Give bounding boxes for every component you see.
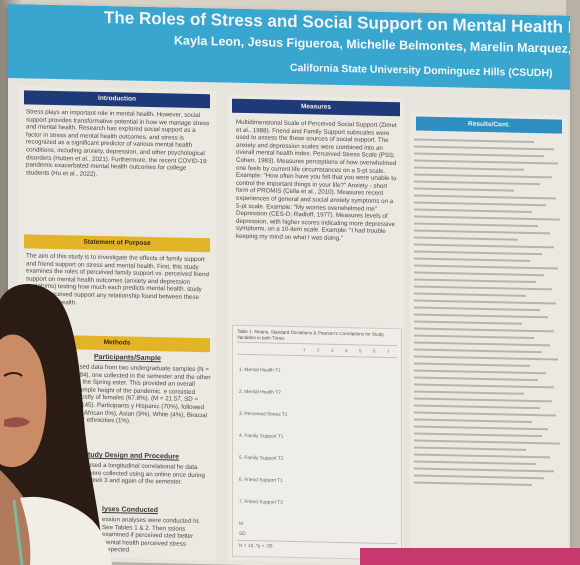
table-row-label: 1. Mental Health T1 xyxy=(239,367,281,374)
table-row-label: M xyxy=(239,521,243,527)
table-row-label: 3. Perceived Stress T1 xyxy=(239,411,288,418)
table-row-label: 2. Mental Health T2 xyxy=(239,389,281,396)
table-col-1: 1 xyxy=(303,347,306,353)
table-rule xyxy=(237,353,397,359)
correlation-table: Table 1. Means, Standard Deviations & Pe… xyxy=(232,324,402,561)
introduction-text: Stress plays an important role in mental… xyxy=(26,108,210,178)
poster-affiliation: California State University Dominguez Hi… xyxy=(290,61,553,80)
poster-banner: The Roles of Stress and Social Support o… xyxy=(8,4,570,90)
table-row-label: 6. Friend Support T1 xyxy=(239,477,283,484)
table-row-label: 5. Family Support T2 xyxy=(239,455,284,462)
person-photo xyxy=(0,283,112,565)
table-row-label: SD xyxy=(239,531,246,537)
table-row-label: 7. Friend Support T2 xyxy=(239,499,283,506)
introduction-heading: Introduction xyxy=(24,90,210,109)
table-col-3: 3 xyxy=(331,347,334,353)
table-col-7: 7 xyxy=(387,348,390,354)
table-row-label: 4. Family Support T1 xyxy=(239,433,284,440)
poster-board-edge xyxy=(360,548,580,565)
table-col-2: 2 xyxy=(317,347,320,353)
poster-authors: Kayla Leon, Jesus Figueroa, Michelle Bel… xyxy=(174,33,570,56)
table-col-4: 4 xyxy=(345,348,348,354)
results-text-block xyxy=(414,138,564,492)
table-col-5: 5 xyxy=(359,348,362,354)
measures-heading: Measures xyxy=(232,98,400,117)
results-heading: Results/Cont. xyxy=(416,116,562,134)
measures-text: Multidimensional Scale of Perceived Soci… xyxy=(236,118,397,242)
purpose-heading: Statement of Purpose xyxy=(24,234,210,253)
table-col-6: 6 xyxy=(373,348,376,354)
table-footnote: N = 10, *p < .05 xyxy=(239,543,273,550)
